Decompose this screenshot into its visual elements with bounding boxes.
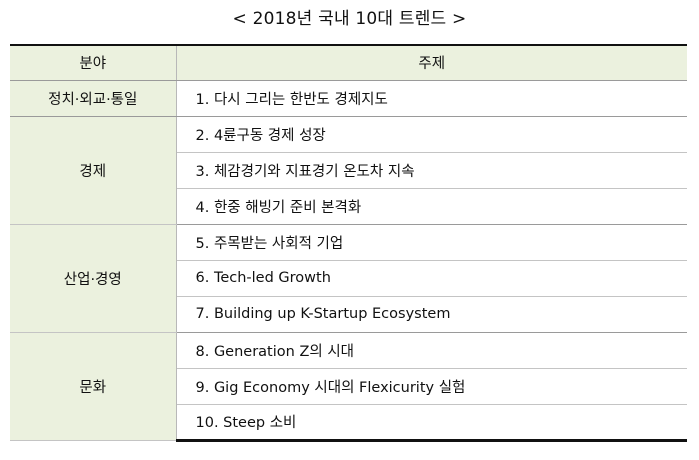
category-cell: 정치·외교·통일 (10, 79, 177, 117)
category-cell: 문화 (10, 331, 177, 441)
table-row: 경제 2. 4륜구동 경제 성장 (10, 115, 687, 225)
category-cell: 산업·경영 (10, 223, 177, 333)
topic-cell: 9. Gig Economy 시대의 Flexicurity 실험 (176, 367, 687, 405)
topic-cell: 5. 주목받는 사회적 기업 (175, 223, 687, 261)
topic-cell: 3. 체감경기와 지표경기 온도차 지속 (176, 151, 687, 189)
header-topic: 주제 (175, 44, 687, 81)
table-title: < 2018년 국내 10대 트렌드 > (232, 9, 467, 29)
trends-table: 분야 주제 정치·외교·통일 1. 다시 그리는 한반도 경제지도 경제 2. … (10, 44, 687, 442)
topic-cell: 1. 다시 그리는 한반도 경제지도 (175, 79, 687, 117)
topic-cell: 2. 4륜구동 경제 성장 (175, 115, 687, 153)
topic-cell: 6. Tech-led Growth (176, 259, 687, 297)
topic-cell: 7. Building up K-Startup Ecosystem (176, 295, 687, 333)
topic-cell: 8. Generation Z의 시대 (175, 331, 687, 369)
header-row: 분야 주제 (10, 44, 687, 81)
header-category: 분야 (10, 44, 177, 81)
table-row: 10. Steep 소비 (10, 403, 687, 442)
category-cell: 경제 (10, 115, 177, 225)
table-row: 3. 체감경기와 지표경기 온도차 지속 (10, 151, 687, 189)
topic-cell: 4. 한중 해빙기 준비 본격화 (176, 187, 687, 225)
table-row: 4. 한중 해빙기 준비 본격화 (10, 187, 687, 225)
topic-cell: 10. Steep 소비 (176, 403, 687, 442)
table-row: 산업·경영 5. 주목받는 사회적 기업 (10, 223, 687, 333)
table-row: 정치·외교·통일 1. 다시 그리는 한반도 경제지도 (10, 79, 687, 117)
table-row: 문화 8. Generation Z의 시대 (10, 331, 687, 441)
